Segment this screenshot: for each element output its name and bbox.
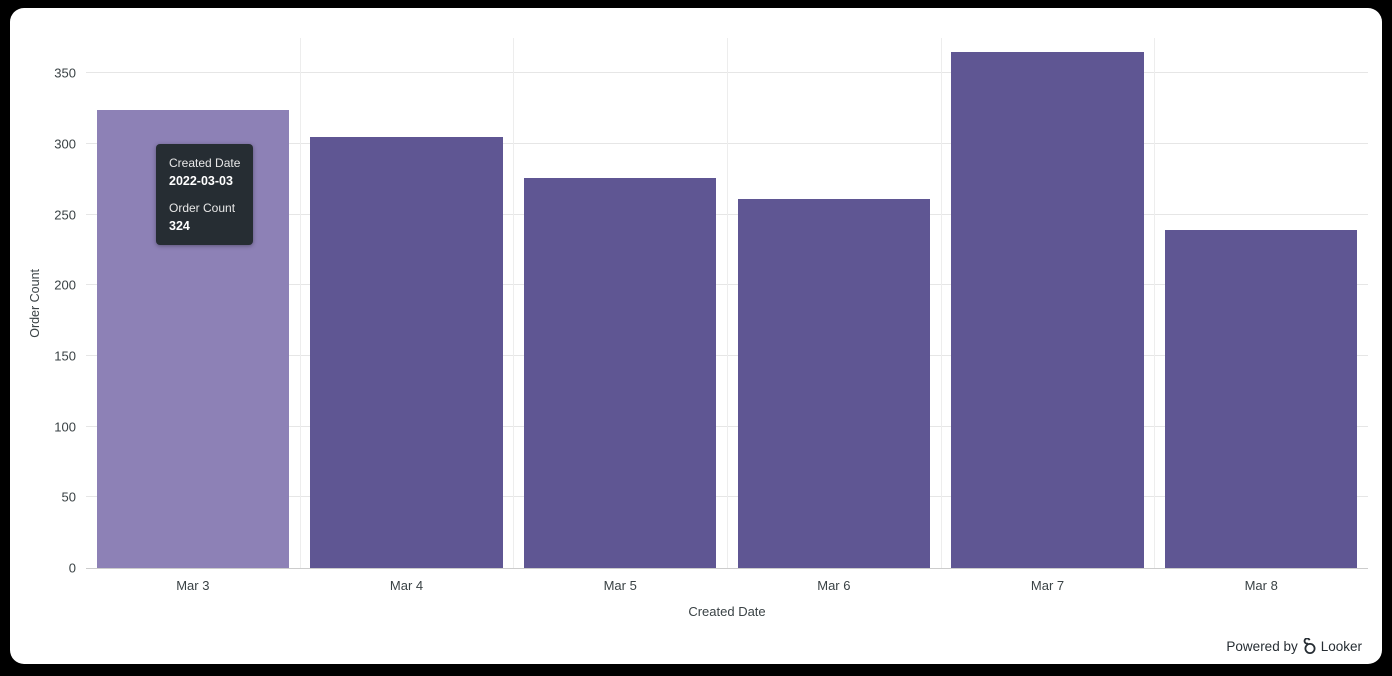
vertical-gridline bbox=[727, 38, 728, 568]
x-tick-label: Mar 6 bbox=[817, 578, 851, 593]
x-tick-label: Mar 5 bbox=[603, 578, 637, 593]
bar-column bbox=[941, 38, 1155, 568]
bar-column bbox=[513, 38, 727, 568]
tooltip-count-label: Order Count bbox=[169, 201, 236, 215]
x-axis-title: Created Date bbox=[688, 604, 766, 619]
y-tick-label: 50 bbox=[61, 489, 76, 505]
bar-column bbox=[727, 38, 941, 568]
tooltip-count-group: Order Count 324 bbox=[169, 201, 240, 233]
powered-by-looker-link[interactable]: Powered by Looker bbox=[1226, 638, 1362, 655]
looker-brand-text: Looker bbox=[1320, 639, 1362, 654]
vertical-gridline bbox=[513, 38, 515, 568]
tooltip-date-label: Created Date bbox=[169, 156, 241, 170]
bar-mar-8[interactable] bbox=[1165, 230, 1358, 568]
tooltip: Created Date 2022-03-03 Order Count 324 bbox=[156, 144, 254, 245]
looker-logo-icon bbox=[1303, 638, 1316, 654]
y-tick-label: 300 bbox=[54, 136, 76, 152]
vertical-gridline bbox=[1154, 38, 1156, 568]
y-tick-label: 250 bbox=[54, 207, 76, 223]
x-tick-label: Mar 3 bbox=[176, 578, 210, 593]
tooltip-date-value: 2022-03-03 bbox=[169, 174, 233, 188]
bar-column bbox=[1154, 38, 1368, 568]
y-axis-ticks: 0 50 100 150 200 250 300 350 bbox=[10, 38, 76, 575]
y-tick-label: 200 bbox=[54, 277, 76, 293]
x-tick-label: Mar 8 bbox=[1244, 578, 1278, 593]
x-axis-ticks: Mar 3 Mar 4 Mar 5 Mar 6 Mar 7 Mar 8 bbox=[86, 578, 1368, 593]
vertical-gridline bbox=[940, 38, 942, 568]
y-tick-label: 0 bbox=[68, 560, 76, 576]
y-tick-label: 100 bbox=[54, 419, 76, 435]
y-tick-label: 150 bbox=[54, 348, 76, 364]
tooltip-date-group: Created Date 2022-03-03 bbox=[169, 156, 240, 188]
y-axis-title-text: Order Count bbox=[28, 268, 42, 338]
bar-mar-5[interactable] bbox=[524, 177, 717, 568]
bar-mar-7[interactable] bbox=[951, 52, 1144, 568]
bar-mar-4[interactable] bbox=[310, 136, 503, 568]
plot-area bbox=[86, 38, 1368, 569]
x-tick-label: Mar 4 bbox=[389, 578, 424, 593]
bar-column bbox=[300, 38, 514, 568]
tooltip-count-value: 324 bbox=[169, 219, 190, 233]
bar-mar-6[interactable] bbox=[737, 199, 930, 568]
vertical-gridline bbox=[299, 38, 301, 568]
bars-layer bbox=[86, 38, 1368, 568]
y-axis-title: Order Count bbox=[28, 38, 42, 568]
powered-by-text: Powered by bbox=[1226, 639, 1298, 654]
x-tick-label: Mar 7 bbox=[1030, 578, 1065, 593]
gridlines-layer bbox=[86, 38, 1368, 568]
bar-column bbox=[86, 38, 300, 568]
y-tick-label: 350 bbox=[54, 65, 76, 81]
